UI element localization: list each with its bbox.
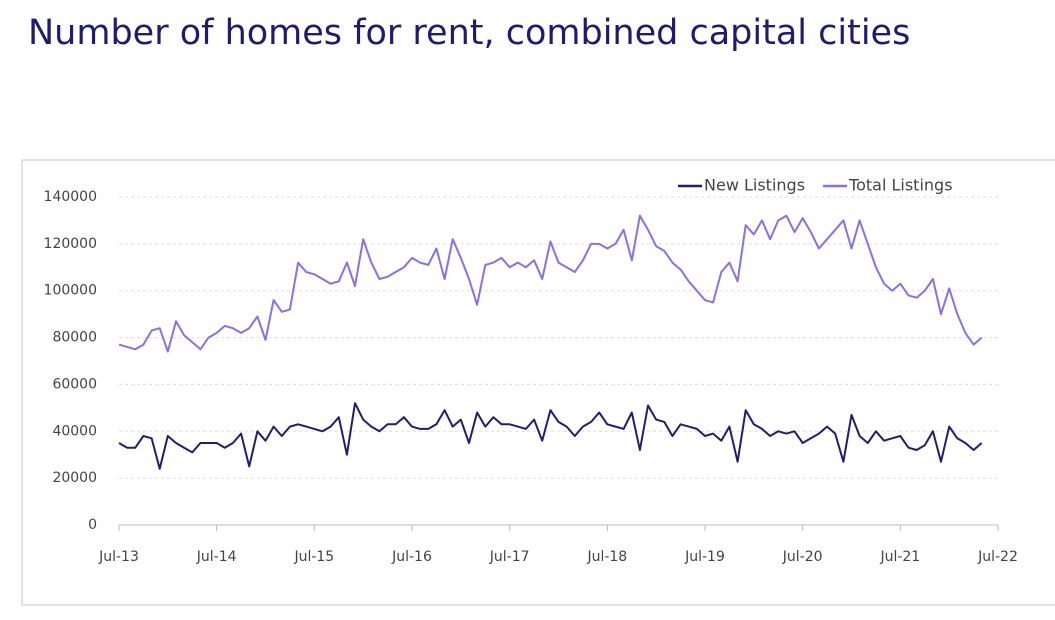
y-tick-label: 40000 [52,423,97,439]
series-line [118,214,983,353]
legend-label: Total Listings [848,176,953,195]
x-tick-label: Jul-13 [98,549,139,565]
chart-title: Number of homes for rent, combined capit… [28,13,910,53]
x-tick-label: Jul-21 [879,549,920,565]
x-tick-label: Jul-15 [293,549,334,565]
x-tick-label: Jul-22 [977,549,1018,565]
y-tick-label: 20000 [52,470,97,486]
y-tick-label: 0 [88,517,97,533]
x-tick-label: Jul-18 [586,549,627,565]
legend-label: New Listings [704,176,805,195]
x-tick-label: Jul-14 [196,549,237,565]
x-tick-label: Jul-19 [684,549,725,565]
y-tick-label: 100000 [44,283,97,299]
y-tick-label: 140000 [44,189,97,205]
y-tick-label: 80000 [52,330,97,346]
chart-frame [21,159,1055,606]
x-tick-label: Jul-16 [391,549,432,565]
y-tick-label: 60000 [52,376,97,392]
x-tick-label: Jul-17 [489,549,530,565]
x-tick-label: Jul-20 [782,549,823,565]
y-tick-label: 120000 [44,236,97,252]
series-line [118,402,983,470]
